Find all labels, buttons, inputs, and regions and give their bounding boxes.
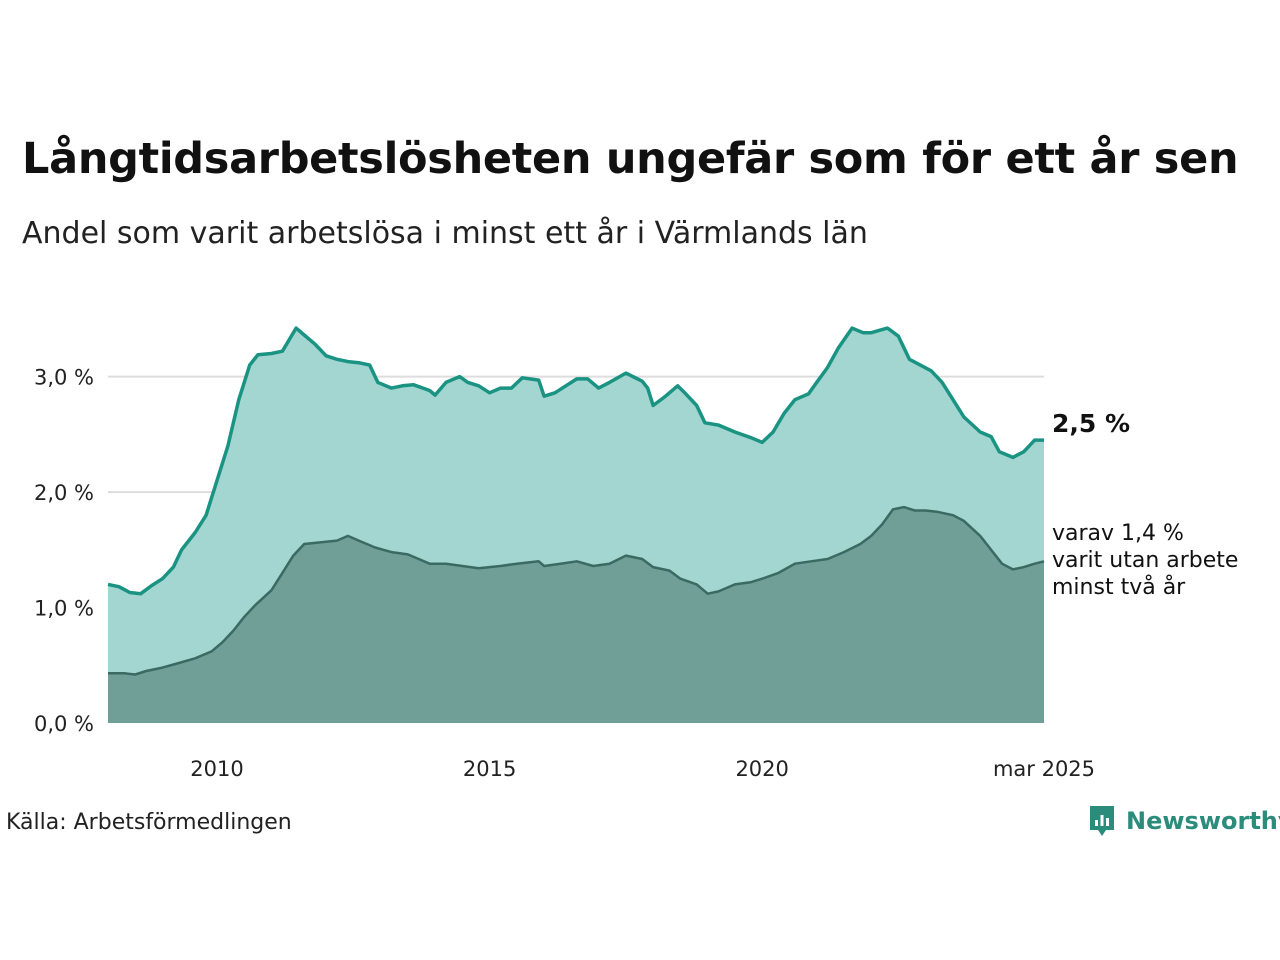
y-tick-label: 3,0 % [34, 366, 94, 390]
x-axis-ticks: 2010 2015 2020 mar 2025 [190, 757, 1095, 781]
two-year-area-fill [108, 507, 1044, 723]
brand-logo[interactable]: Newsworthy [1088, 804, 1280, 838]
source-note: Källa: Arbetsförmedlingen [6, 810, 292, 835]
end-value-label: 2,5 % [1052, 409, 1130, 438]
chart-title: Långtidsarbetslösheten ungefär som för e… [22, 134, 1239, 184]
brand-name: Newsworthy [1126, 807, 1280, 835]
y-tick-label: 1,0 % [34, 597, 94, 621]
y-tick-label: 0,0 % [34, 712, 94, 736]
annotation-line-3: minst två år [1052, 574, 1186, 600]
chart-areas [107, 326, 1045, 723]
y-axis-ticks: 0,0 % 1,0 % 2,0 % 3,0 % [34, 366, 94, 736]
annotation-line-2: varit utan arbete [1052, 548, 1238, 573]
two-year-area-line [108, 505, 1045, 676]
newsworthy-logo-icon [1090, 806, 1114, 836]
x-tick-label: mar 2025 [993, 757, 1095, 781]
annotation-line-1: varav 1,4 % [1052, 521, 1184, 546]
long-term-area-line [107, 326, 1044, 596]
x-tick-label: 2015 [463, 757, 516, 781]
chart-subtitle: Andel som varit arbetslösa i minst ett å… [22, 216, 868, 251]
x-tick-label: 2010 [190, 757, 243, 781]
y-tick-label: 2,0 % [34, 481, 94, 505]
x-tick-label: 2020 [735, 757, 788, 781]
